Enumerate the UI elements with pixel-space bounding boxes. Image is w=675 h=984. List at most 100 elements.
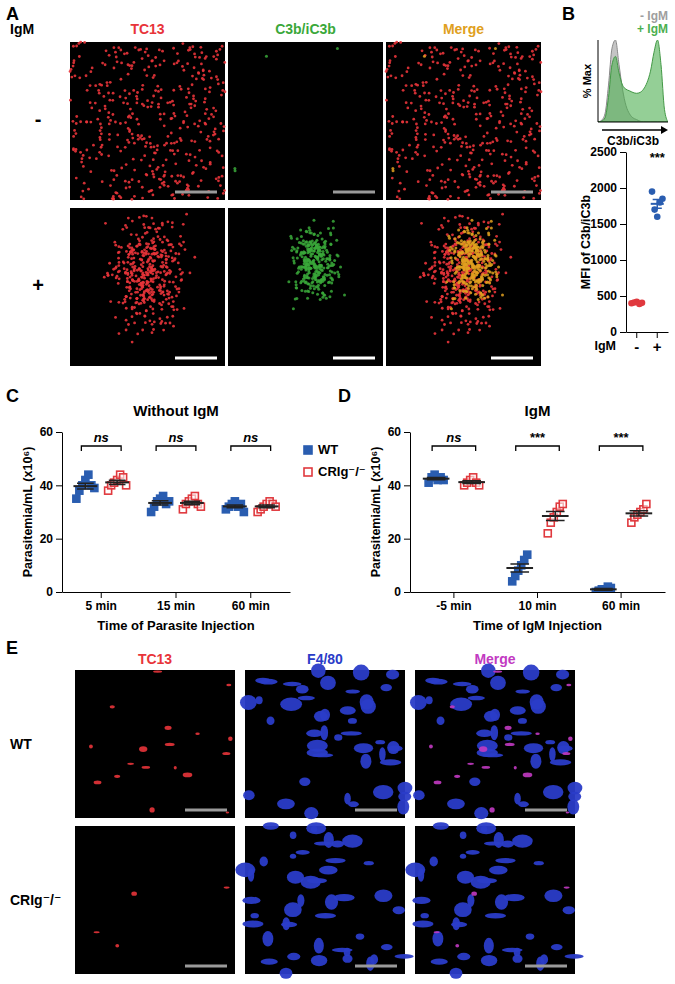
cell-spot [103,276,106,279]
cell-spot [157,270,160,273]
cell-spot [440,121,443,124]
cell-spot [179,127,182,130]
cell-spot [193,53,196,56]
cell-spot [473,103,476,106]
cell-spot [197,72,200,75]
cell-spot [431,277,434,280]
cell-spot [446,67,449,70]
cell-spot [447,137,450,140]
cell-spot [138,243,141,246]
cell-spot [440,89,443,92]
cell-spot [198,56,201,59]
cell-spot [161,266,164,269]
cell-spot [118,245,121,248]
panel-letter: C [6,386,19,406]
cell-spot [79,120,82,123]
cell-spot [220,94,223,97]
cell-spot [478,329,481,332]
cell-spot [144,51,147,54]
cell-spot [114,191,117,194]
cell-spot [441,226,444,229]
cell-spot [151,217,154,220]
cell-spot [316,293,319,296]
cell-spot [152,264,155,267]
cell-spot [82,197,85,200]
cell-spot [154,248,157,251]
cell-spot [461,309,464,312]
cell-spot [152,237,155,240]
cell-spot [144,315,147,318]
cell-spot [98,109,101,112]
cell-spot [168,291,171,294]
cell-spot [135,95,138,98]
cell-spot [113,169,116,172]
cell-spot [464,135,467,138]
cell-spot [157,90,160,93]
cell-spot [306,243,309,246]
cell-spot [530,128,533,131]
cell-spot [494,47,497,50]
cell-spot [131,112,134,115]
cell-spot [233,167,236,170]
cell-spot [321,246,324,249]
cell-spot [166,239,169,242]
cell-spot [125,319,128,322]
cell-spot [507,45,510,48]
cell-spot [157,227,160,230]
cell-spot [444,289,447,292]
cell-spot [539,125,542,128]
cell-spot [310,262,313,265]
cell-spot [180,244,183,247]
cell-spot [119,196,122,199]
cell-spot [98,92,101,95]
cell-spot [131,198,134,201]
cell-spot [476,88,479,91]
cell-spot [518,78,521,81]
cell-spot [488,47,491,50]
cell-spot [191,83,194,86]
cell-spot [444,130,447,133]
cell-spot [466,290,469,293]
cell-spot [539,61,542,64]
cell-spot [159,113,162,116]
cell-spot [152,194,155,197]
cell-spot [449,280,452,283]
cell-spot [395,151,398,154]
cell-spot [388,135,391,138]
cell-spot [468,173,471,176]
cell-spot [145,246,148,249]
cell-spot [423,92,426,95]
cell-spot [518,69,521,72]
cell-spot [217,138,220,141]
cell-spot [143,69,146,72]
cell-spot [194,56,197,59]
cell-spot [474,317,477,320]
cell-spot [112,113,115,116]
cell-spot [78,55,81,58]
cell-spot [463,226,466,229]
cell-spot [463,66,466,69]
cell-spot [204,167,207,170]
cell-spot [128,289,131,292]
cell-spot [531,58,534,61]
cell-spot [420,222,423,225]
cell-spot [509,53,512,56]
cell-spot [463,54,466,57]
cell-spot [107,92,110,95]
cell-spot [190,106,193,109]
cell-spot [439,52,442,55]
cell-spot [123,262,126,265]
cell-spot [114,121,117,124]
cell-spot [104,107,107,110]
cell-spot [451,101,454,104]
cell-spot [72,120,75,123]
cell-spot [428,198,431,201]
cell-spot [174,115,177,118]
cell-spot [127,73,130,76]
cell-spot [181,271,184,274]
cell-spot [325,257,328,260]
cell-spot [447,133,450,136]
cell-spot [504,91,507,94]
cell-spot [131,341,134,344]
cell-spot [219,48,222,51]
